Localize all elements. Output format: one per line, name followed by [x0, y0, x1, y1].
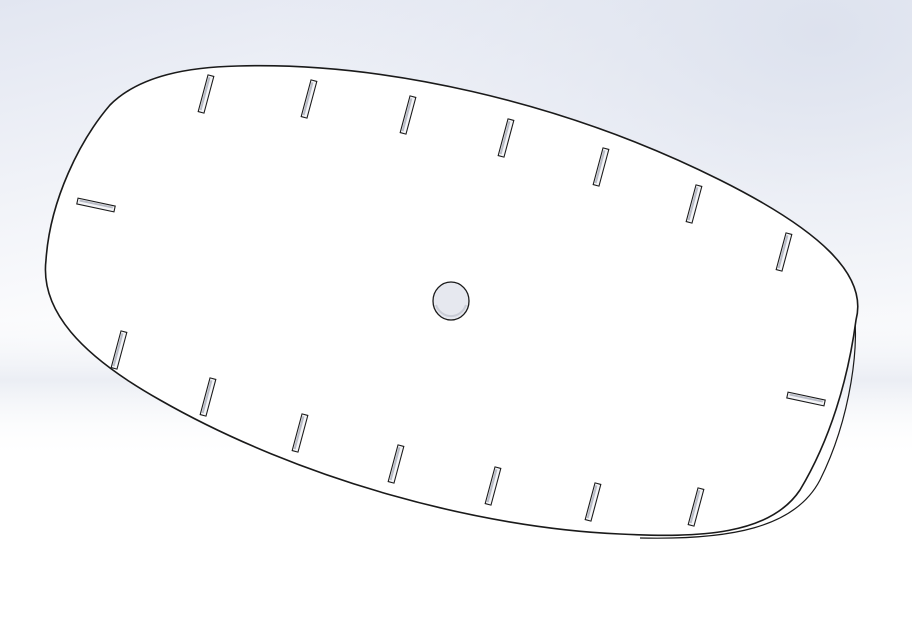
slot-inner-wall [293, 416, 305, 450]
slot-inner-wall [201, 380, 213, 414]
slot-inner-wall [486, 469, 498, 503]
plate-side-edge [639, 299, 857, 539]
slot-cutout[interactable] [300, 79, 318, 119]
center-hole[interactable] [432, 281, 470, 321]
slot-cutout[interactable] [484, 466, 502, 506]
slot-cutout[interactable] [291, 413, 309, 453]
slot-inner-wall [112, 333, 124, 367]
slot-cutout[interactable] [687, 487, 705, 527]
slot-cutout[interactable] [76, 197, 116, 213]
slot-cutout[interactable] [592, 147, 610, 187]
slot-inner-wall [79, 199, 114, 209]
slot-cutout[interactable] [685, 184, 703, 224]
slot-cutout[interactable] [199, 377, 217, 417]
slot-cutout[interactable] [197, 74, 215, 114]
slot-inner-wall [389, 447, 401, 481]
slot-cutout[interactable] [399, 95, 417, 135]
slot-inner-wall [594, 150, 606, 184]
slot-inner-wall [401, 98, 413, 132]
slot-inner-wall [789, 393, 824, 403]
slot-cutout[interactable] [497, 118, 515, 158]
slot-inner-wall [586, 485, 598, 519]
slot-inner-wall [777, 235, 789, 269]
slot-inner-wall [687, 187, 699, 221]
slot-cutout[interactable] [775, 232, 793, 272]
slot-cutout[interactable] [786, 391, 826, 407]
slot-cutout[interactable] [387, 444, 405, 484]
slot-inner-wall [199, 77, 211, 111]
slot-inner-wall [302, 82, 314, 116]
slot-cutout[interactable] [584, 482, 602, 522]
slot-pattern [76, 74, 826, 527]
slot-inner-wall [689, 490, 701, 524]
slot-cutout[interactable] [110, 330, 128, 370]
slot-inner-wall [499, 121, 511, 155]
